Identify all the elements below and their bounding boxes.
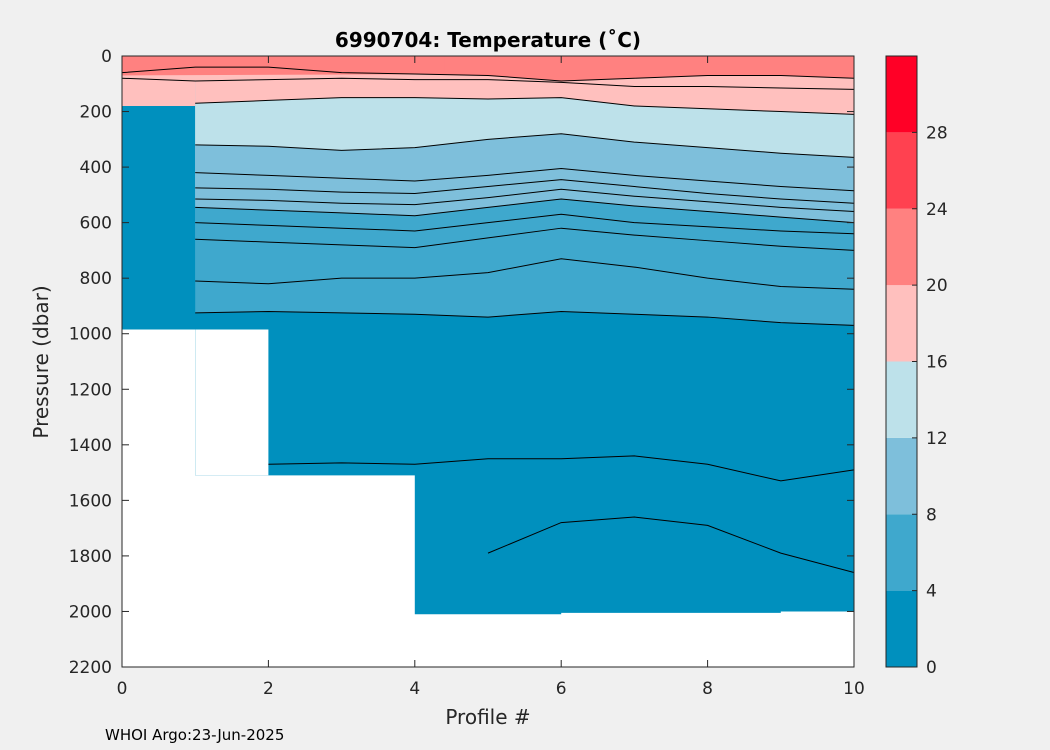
y-tick-label: 400 bbox=[80, 158, 112, 178]
colorbar-segment bbox=[886, 285, 917, 362]
plot-frame bbox=[121, 55, 855, 668]
colorbar-segment bbox=[886, 437, 917, 515]
x-tick-label: 2 bbox=[263, 679, 274, 699]
y-axis-label: Pressure (dbar) bbox=[29, 285, 53, 438]
footer-stamp: WHOI Argo:23-Jun-2025 bbox=[105, 726, 284, 744]
colorbar-segment bbox=[886, 361, 917, 438]
colorbar-tick-label: 28 bbox=[926, 123, 948, 143]
y-tick-label: 600 bbox=[80, 214, 112, 234]
colorbar-segment bbox=[886, 56, 917, 133]
y-axis-ticks: 0 200 400 600 800 1000 1200 1400 1600 1800 2000 220… bbox=[69, 47, 854, 678]
isotherm-line bbox=[195, 188, 854, 213]
isotherm-line bbox=[195, 213, 854, 235]
x-tick-label: 6 bbox=[556, 679, 567, 699]
isotherm-line bbox=[195, 133, 854, 158]
x-tick-label: 4 bbox=[409, 679, 420, 699]
temperature-bands bbox=[122, 56, 854, 615]
isotherm-line bbox=[487, 516, 854, 574]
x-axis-label: Profile # bbox=[445, 705, 530, 729]
isotherm-line bbox=[195, 227, 854, 251]
colorbar-tick-label: 0 bbox=[926, 658, 937, 678]
colorbar-tick-label: 24 bbox=[926, 200, 948, 220]
colorbar-tick-label: 8 bbox=[926, 505, 937, 525]
colorbar-segment bbox=[886, 590, 917, 667]
isotherm-lines bbox=[122, 66, 854, 574]
colorbar-segment bbox=[886, 208, 917, 286]
colorbar-tick-label: 12 bbox=[926, 429, 948, 449]
colorbar-tick-label: 20 bbox=[926, 276, 948, 296]
no-data-mask bbox=[195, 329, 269, 476]
x-tick-label: 8 bbox=[702, 679, 713, 699]
y-tick-label: 1800 bbox=[69, 547, 112, 567]
colorbar-tick-label: 16 bbox=[926, 353, 948, 373]
y-tick-label: 1600 bbox=[69, 491, 112, 511]
y-tick-label: 800 bbox=[80, 269, 112, 289]
isotherm-line bbox=[195, 311, 854, 326]
isotherm-line bbox=[122, 66, 854, 82]
chart-title: 6990704: Temperature (˚C) bbox=[335, 28, 641, 52]
y-tick-label: 1200 bbox=[69, 380, 112, 400]
y-tick-label: 1400 bbox=[69, 436, 112, 456]
y-tick-label: 1000 bbox=[69, 325, 112, 345]
y-tick-label: 2200 bbox=[69, 658, 112, 678]
colorbar-segment bbox=[886, 514, 917, 591]
plot-area: 0 2 4 6 8 10 0 200 400 600 800 1000 1200 1400 1600 180… bbox=[69, 47, 865, 699]
isotherm-line bbox=[195, 97, 854, 115]
isotherm-line bbox=[122, 77, 854, 90]
y-tick-label: 200 bbox=[80, 103, 112, 123]
isotherm-line bbox=[195, 198, 854, 224]
y-tick-label: 2000 bbox=[69, 602, 112, 622]
isotherm-line bbox=[195, 167, 854, 192]
x-tick-label: 0 bbox=[117, 679, 128, 699]
colorbar: 0 4 8 12 16 20 24 28 bbox=[885, 55, 948, 678]
colorbar-segment bbox=[886, 132, 917, 209]
x-axis-ticks: 0 2 4 6 8 10 bbox=[117, 56, 865, 699]
x-tick-label: 10 bbox=[843, 679, 865, 699]
isotherm-line bbox=[195, 258, 854, 290]
isotherm-line bbox=[268, 455, 854, 482]
y-tick-label: 0 bbox=[101, 47, 112, 67]
temperature-band bbox=[122, 56, 445, 76]
isotherm-line bbox=[195, 179, 854, 204]
colorbar-tick-label: 4 bbox=[926, 582, 937, 602]
